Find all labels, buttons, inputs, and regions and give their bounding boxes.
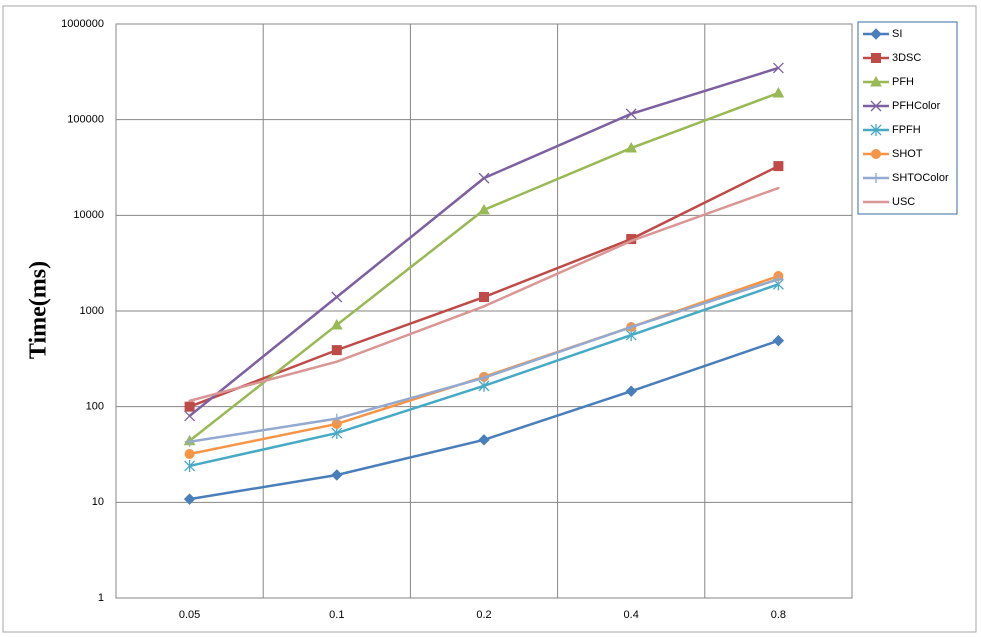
marker [479, 372, 489, 383]
y-tick-label: 10000 [73, 209, 104, 221]
y-tick-label: 1000000 [61, 18, 104, 30]
legend-label: SHOT [892, 148, 923, 160]
marker [478, 203, 490, 215]
marker [629, 239, 633, 243]
marker [184, 449, 195, 460]
series [184, 62, 784, 422]
legend-label: 3DSC [892, 52, 921, 64]
marker [482, 305, 486, 308]
marker [331, 469, 343, 481]
series [183, 86, 785, 446]
y-tick-label: 100000 [67, 114, 104, 126]
marker [772, 86, 785, 98]
legend-marker [871, 173, 881, 183]
x-tick-label: 0.1 [329, 609, 344, 621]
legend-label: USC [892, 196, 915, 208]
marker [773, 274, 784, 285]
y-tick-label: 100 [86, 401, 104, 413]
marker [188, 399, 191, 403]
marker [625, 142, 638, 153]
marker [478, 434, 490, 446]
legend-box [857, 21, 958, 215]
x-tick-label: 0.8 [771, 609, 786, 621]
legend-label: SI [892, 28, 902, 40]
legend-marker [870, 75, 882, 87]
legend-label: SHTOColor [892, 172, 949, 184]
marker [330, 318, 343, 330]
series [188, 186, 780, 403]
y-tick-label: 1 [98, 592, 104, 604]
marker [626, 322, 637, 333]
x-tick-label: 0.05 [179, 609, 200, 621]
marker [331, 413, 342, 424]
marker [184, 401, 195, 412]
marker [184, 459, 196, 472]
marker [183, 493, 196, 505]
series [184, 161, 784, 412]
x-tick-label: 0.4 [624, 609, 639, 621]
x-tick-label: 0.2 [476, 609, 491, 621]
legend-marker [870, 28, 882, 40]
y-axis-label: Time(ms) [26, 261, 52, 359]
y-tick-label: 1000 [80, 305, 104, 317]
series [183, 334, 785, 505]
marker [479, 292, 489, 303]
marker [772, 62, 784, 74]
marker [331, 345, 342, 356]
marker [478, 172, 490, 184]
legend-label: PFHColor [892, 100, 941, 112]
legend-marker [870, 124, 882, 136]
marker [184, 410, 196, 422]
marker [335, 360, 339, 363]
series [184, 274, 784, 447]
chart-frame [2, 5, 977, 633]
legend-marker [870, 100, 882, 112]
y-tick-label: 10 [92, 496, 104, 508]
legend-marker [871, 53, 881, 63]
marker [772, 334, 785, 347]
legend-label: PFH [892, 76, 914, 88]
marker [331, 427, 343, 440]
plot-border [115, 23, 853, 599]
marker [777, 186, 780, 190]
legend-label: FPFH [892, 124, 921, 136]
marker [331, 291, 343, 303]
marker [625, 385, 637, 397]
marker [184, 436, 195, 447]
marker [773, 161, 784, 172]
marker [625, 108, 637, 120]
legend-marker [871, 149, 881, 159]
